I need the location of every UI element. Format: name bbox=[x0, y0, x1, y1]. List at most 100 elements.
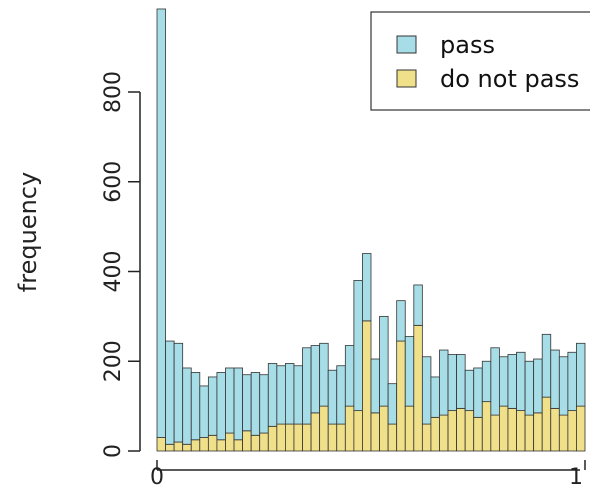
bar-pass bbox=[550, 349, 560, 409]
bar-do-not-pass bbox=[284, 423, 295, 452]
bar-pass bbox=[541, 333, 552, 398]
bar-pass bbox=[353, 280, 363, 412]
x-tick-label: 1 bbox=[569, 465, 583, 487]
bar-pass bbox=[533, 358, 543, 414]
legend-swatch-do-not-pass bbox=[396, 69, 417, 88]
bar-do-not-pass bbox=[404, 405, 415, 452]
bar-do-not-pass bbox=[524, 414, 535, 452]
bar-pass bbox=[413, 284, 423, 326]
y-tick-label: 600 bbox=[101, 161, 126, 203]
bar-do-not-pass bbox=[456, 407, 466, 452]
legend-box bbox=[370, 11, 590, 111]
bar-do-not-pass bbox=[473, 416, 483, 452]
bar-pass bbox=[173, 342, 184, 443]
bar-do-not-pass bbox=[413, 324, 423, 452]
bar-do-not-pass bbox=[541, 396, 552, 452]
bar-pass bbox=[336, 365, 346, 425]
bars-group bbox=[156, 8, 586, 452]
bar-pass bbox=[379, 315, 389, 407]
bar-do-not-pass bbox=[225, 432, 235, 452]
bar-do-not-pass bbox=[310, 412, 321, 452]
bar-pass bbox=[439, 349, 449, 416]
bar-do-not-pass bbox=[327, 423, 338, 452]
bar-do-not-pass bbox=[173, 441, 184, 452]
bar-do-not-pass bbox=[344, 405, 355, 452]
bar-do-not-pass bbox=[293, 423, 303, 452]
bar-pass bbox=[362, 253, 372, 322]
bar-do-not-pass bbox=[481, 401, 492, 452]
bar-pass bbox=[481, 360, 492, 403]
bar-do-not-pass bbox=[507, 407, 517, 452]
bar-pass bbox=[447, 354, 458, 412]
bar-do-not-pass bbox=[199, 437, 209, 452]
bar-pass bbox=[182, 367, 192, 445]
bar-do-not-pass bbox=[362, 320, 372, 452]
bar-pass bbox=[216, 372, 226, 441]
bar-pass bbox=[370, 358, 380, 414]
bar-pass bbox=[199, 385, 209, 438]
bar-do-not-pass bbox=[336, 423, 346, 452]
bar-do-not-pass bbox=[216, 439, 226, 452]
bar-pass bbox=[524, 360, 535, 416]
legend: pass do not pass bbox=[370, 11, 590, 111]
bar-do-not-pass bbox=[207, 434, 218, 452]
bar-pass bbox=[250, 372, 261, 436]
bar-do-not-pass bbox=[421, 423, 432, 452]
bar-pass bbox=[456, 354, 466, 409]
bar-pass bbox=[165, 340, 175, 445]
bar-do-not-pass bbox=[319, 405, 329, 452]
bar-do-not-pass bbox=[353, 410, 363, 452]
bar-pass bbox=[156, 8, 166, 438]
bar-pass bbox=[276, 365, 286, 425]
bar-pass bbox=[558, 356, 569, 416]
bar-do-not-pass bbox=[370, 412, 380, 452]
bar-pass bbox=[567, 351, 577, 412]
x-tick-label: 0 bbox=[150, 465, 164, 487]
bar-pass bbox=[327, 369, 338, 425]
y-tick-label: 200 bbox=[101, 340, 126, 382]
bar-pass bbox=[207, 376, 218, 436]
bar-pass bbox=[284, 363, 295, 425]
bar-pass bbox=[396, 300, 406, 342]
bar-pass bbox=[225, 367, 235, 434]
legend-label-pass: pass bbox=[440, 31, 495, 59]
bar-do-not-pass bbox=[302, 423, 312, 452]
bar-do-not-pass bbox=[250, 434, 261, 452]
bar-pass bbox=[404, 336, 415, 407]
bar-do-not-pass bbox=[430, 416, 440, 452]
y-tick-label: 0 bbox=[101, 444, 126, 458]
bar-do-not-pass bbox=[396, 340, 406, 452]
bar-do-not-pass bbox=[567, 410, 577, 452]
bar-do-not-pass bbox=[447, 410, 458, 452]
y-axis-title: frequency bbox=[14, 172, 42, 292]
bar-pass bbox=[267, 363, 278, 427]
bar-do-not-pass bbox=[558, 414, 569, 452]
legend-swatch-pass bbox=[396, 35, 417, 54]
bar-pass bbox=[293, 365, 303, 425]
bar-pass bbox=[242, 374, 252, 432]
bar-pass bbox=[319, 342, 329, 407]
bar-do-not-pass bbox=[533, 412, 543, 452]
bar-pass bbox=[516, 351, 526, 412]
bar-pass bbox=[421, 356, 432, 425]
bar-do-not-pass bbox=[576, 405, 586, 452]
bar-do-not-pass bbox=[190, 439, 201, 452]
y-ticks: 0 200 400 600 800 bbox=[101, 71, 140, 458]
bar-do-not-pass bbox=[267, 425, 278, 452]
bar-do-not-pass bbox=[182, 443, 192, 452]
bar-do-not-pass bbox=[464, 410, 475, 452]
bar-do-not-pass bbox=[156, 437, 166, 452]
bar-pass bbox=[259, 374, 269, 434]
bar-do-not-pass bbox=[516, 410, 526, 452]
bar-do-not-pass bbox=[233, 439, 243, 452]
bar-pass bbox=[430, 376, 440, 418]
bar-do-not-pass bbox=[242, 430, 252, 452]
bar-pass bbox=[387, 383, 398, 425]
bar-do-not-pass bbox=[498, 405, 509, 452]
bar-pass bbox=[490, 347, 500, 416]
y-axis: 0 200 400 600 800 frequency bbox=[14, 71, 141, 458]
bar-pass bbox=[473, 367, 483, 418]
y-tick-label: 800 bbox=[101, 71, 126, 113]
